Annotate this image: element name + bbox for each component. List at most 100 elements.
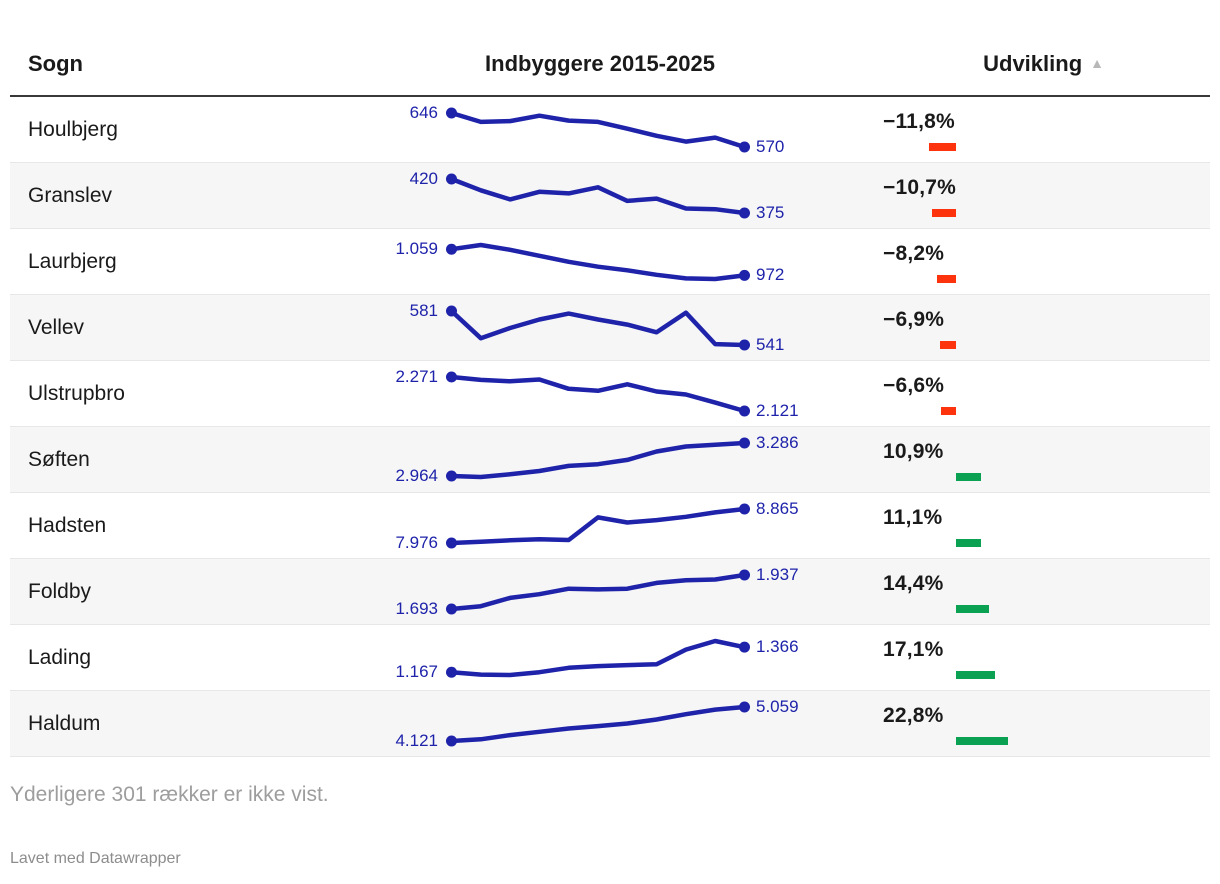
sparkline-start-value: 1.059 <box>395 239 438 259</box>
development-bar <box>941 407 956 415</box>
header-col-udvikling-label: Udvikling <box>983 51 1083 76</box>
table-row: Vellev 581 541 −6,9% <box>10 295 1210 361</box>
sparkline <box>446 107 750 153</box>
sparkline-start-dot <box>446 173 457 185</box>
sparkline-end-value: 570 <box>756 137 785 156</box>
sparkline-end-dot <box>739 339 750 351</box>
parish-name: Houlbjerg <box>28 118 118 141</box>
sparkline-end-dot <box>739 641 750 653</box>
sparkline-line <box>449 704 747 744</box>
sparkline-end-dot <box>739 569 750 581</box>
development-bar <box>956 671 995 679</box>
sparkline-line <box>449 506 747 546</box>
sparkline-start-dot <box>446 371 457 383</box>
sparkline-line <box>449 110 747 150</box>
sparkline-start-value: 1.693 <box>395 599 438 618</box>
sparkline-start-dot <box>446 305 457 317</box>
parish-name: Vellev <box>28 316 85 339</box>
sparkline-line <box>449 374 747 414</box>
sparkline-line <box>449 440 747 480</box>
sparkline-line <box>449 638 747 678</box>
sparkline <box>446 437 750 482</box>
development-percent: 17,1% <box>883 638 944 661</box>
sparkline-line <box>449 308 747 348</box>
development-percent: 14,4% <box>883 572 944 595</box>
sparkline-start-value: 2.964 <box>395 465 438 485</box>
sparkline-end-dot <box>739 437 750 449</box>
development-bar <box>929 143 956 151</box>
sparkline-end-value: 1.937 <box>756 565 799 584</box>
sparkline-line <box>449 242 747 282</box>
development-percent: −11,8% <box>883 110 955 133</box>
table-row: Lading 1.167 1.366 17,1% <box>10 625 1210 691</box>
development-bar <box>956 605 989 613</box>
sparkline-start-dot <box>446 735 457 747</box>
header-col-udvikling[interactable]: Udvikling ▲ <box>983 48 1104 80</box>
development-bar <box>956 539 981 547</box>
sparkline-end-dot <box>739 141 750 153</box>
sparkline-end-value: 972 <box>756 265 785 285</box>
sparkline-end-dot <box>739 503 750 515</box>
sparkline-end-value: 8.865 <box>756 499 799 518</box>
header-col-sogn[interactable]: Sogn <box>28 51 83 76</box>
development-percent: 10,9% <box>883 440 944 463</box>
sparkline <box>446 173 750 219</box>
sort-ascending-icon[interactable]: ▲ <box>1090 55 1104 71</box>
sparkline-start-dot <box>446 666 457 678</box>
sparkline-end-dot <box>739 269 750 281</box>
development-percent: 11,1% <box>883 506 943 529</box>
sparkline-end-dot <box>739 701 750 713</box>
development-bar <box>940 341 956 349</box>
sparkline-end-dot <box>739 207 750 219</box>
table-row: Houlbjerg 646 570 −11,8% <box>10 97 1210 163</box>
sparkline-start-dot <box>446 470 457 482</box>
sparkline <box>446 305 750 351</box>
sparkline-start-dot <box>446 107 457 119</box>
sparkline-end-value: 5.059 <box>756 697 799 716</box>
sparkline-start-value: 7.976 <box>395 533 438 552</box>
sparkline-start-value: 4.121 <box>395 731 438 750</box>
table-body: Houlbjerg 646 570 −11,8% Granslev 420 37… <box>10 97 1210 757</box>
sparkline-end-value: 541 <box>756 335 785 354</box>
development-bar <box>956 737 1008 745</box>
header-rule <box>10 95 1210 97</box>
parish-name: Laurbjerg <box>28 250 117 273</box>
sparkline-line <box>449 176 747 216</box>
sparkline-start-value: 2.271 <box>395 367 438 386</box>
development-percent: −6,9% <box>883 308 945 331</box>
sparkline-end-value: 3.286 <box>756 433 799 452</box>
sparkline-end-value: 1.366 <box>756 637 799 657</box>
development-bar <box>937 275 956 283</box>
sparkline-end-value: 375 <box>756 203 785 222</box>
sparkline-end-dot <box>739 405 750 417</box>
sparkline-start-dot <box>446 537 457 549</box>
table-row: Ulstrupbro 2.271 2.121 −6,6% <box>10 361 1210 427</box>
development-percent: −10,7% <box>883 176 957 199</box>
sparkline-start-value: 1.167 <box>395 662 438 682</box>
parish-name: Hadsten <box>28 514 107 537</box>
sparkline <box>446 371 750 417</box>
sparkline-start-dot <box>446 603 457 615</box>
development-percent: −8,2% <box>883 242 945 265</box>
parish-name: Ulstrupbro <box>28 382 125 405</box>
sparkline-start-value: 646 <box>409 103 438 122</box>
parish-name: Haldum <box>28 712 101 735</box>
table-row: Søften 2.964 3.286 10,9% <box>10 427 1210 493</box>
sparkline-start-value: 581 <box>409 301 438 320</box>
parish-name: Søften <box>28 448 90 471</box>
credit-line: Lavet med Datawrapper <box>10 850 181 867</box>
sparkline-line <box>449 572 747 612</box>
header-col-indbyggere[interactable]: Indbyggere 2015-2025 <box>485 51 715 76</box>
sparkline <box>446 242 750 282</box>
development-percent: 22,8% <box>883 704 944 727</box>
footer-note: Yderligere 301 rækker er ikke vist. <box>10 783 329 806</box>
sparkline <box>446 638 750 678</box>
sparkline-start-dot <box>446 243 457 255</box>
table-row: Haldum 4.121 5.059 22,8% <box>10 691 1210 757</box>
table-row: Granslev 420 375 −10,7% <box>10 163 1210 229</box>
sparkline <box>446 503 750 549</box>
parish-name: Foldby <box>28 580 92 603</box>
parish-name: Granslev <box>28 184 113 207</box>
sparkline <box>446 701 750 747</box>
